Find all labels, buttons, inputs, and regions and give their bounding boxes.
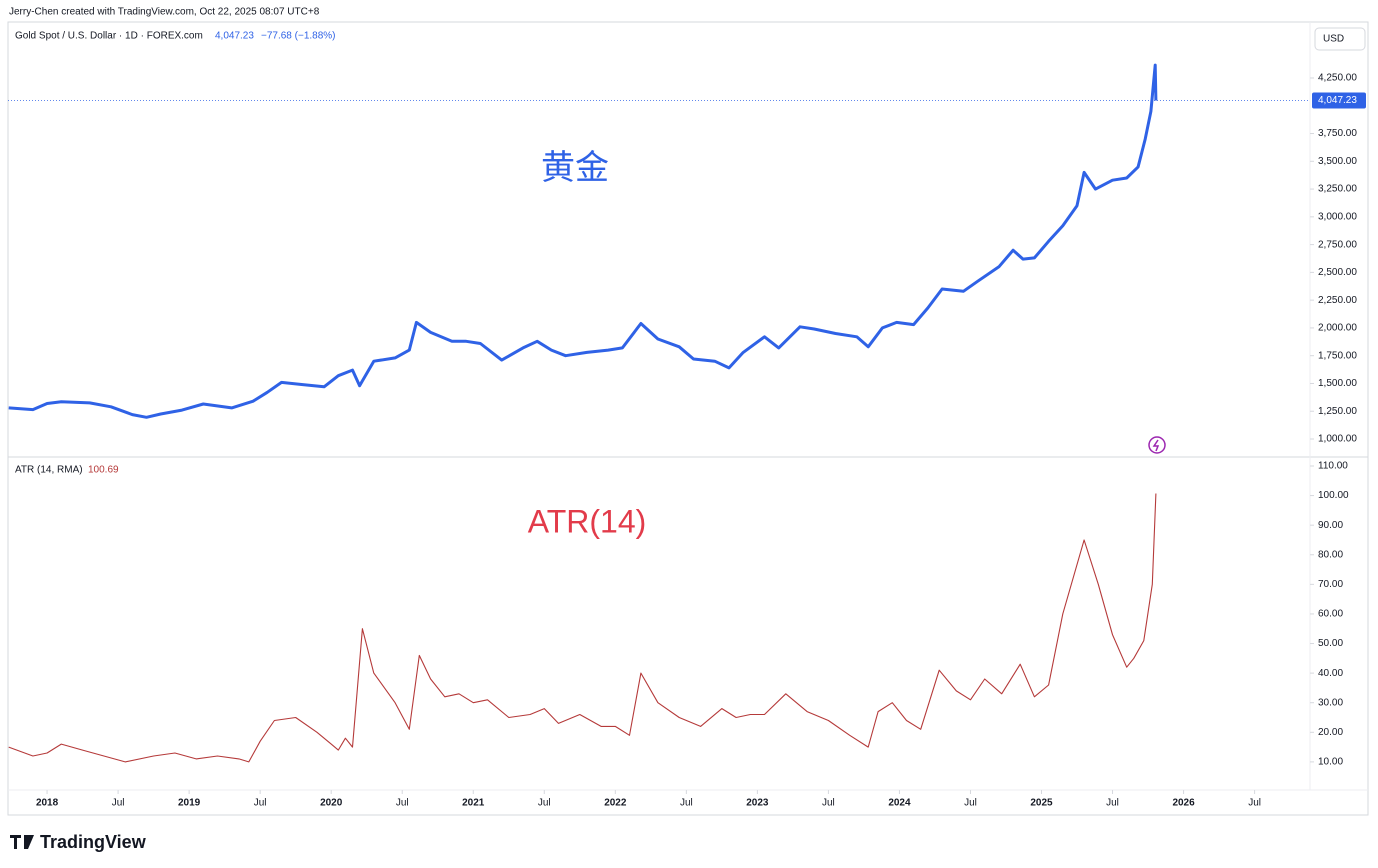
legend-atr: ATR (14, RMA) <box>15 465 83 476</box>
legend-atr-value: 100.69 <box>88 465 119 476</box>
y-tick-label: 90.00 <box>1318 520 1343 531</box>
x-tick-label: 2018 <box>36 798 59 809</box>
x-tick-label: Jul <box>822 798 835 809</box>
y-tick-label: 1,500.00 <box>1318 378 1357 389</box>
legend-change: −77.68 (−1.88%) <box>261 31 336 42</box>
brand: TradingView <box>40 832 147 852</box>
x-tick-label: 2026 <box>1172 798 1195 809</box>
y-tick-label: 40.00 <box>1318 668 1343 679</box>
x-tick-label: Jul <box>538 798 551 809</box>
y-tick-label: 2,250.00 <box>1318 295 1357 306</box>
currency[interactable]: USD <box>1323 34 1344 45</box>
y-tick-label: 2,000.00 <box>1318 323 1357 334</box>
last-price-label: 4,047.23 <box>1318 95 1357 106</box>
y-tick-label: 4,250.00 <box>1318 73 1357 84</box>
y-tick-label: 2,500.00 <box>1318 267 1357 278</box>
y-tick-label: 30.00 <box>1318 697 1343 708</box>
x-tick-label: Jul <box>396 798 409 809</box>
price-line <box>8 493 1157 763</box>
y-tick-label: 3,000.00 <box>1318 211 1357 222</box>
annotation: 黄金 <box>541 149 609 187</box>
y-tick-label: 3,500.00 <box>1318 156 1357 167</box>
alert-icon-bolt <box>1152 439 1160 452</box>
y-tick-label: 3,250.00 <box>1318 184 1357 195</box>
legend-last: 4,047.23 <box>215 31 254 42</box>
frame <box>7 21 1369 816</box>
x-tick-label: 2019 <box>178 798 201 809</box>
y-tick-label: 100.00 <box>1318 490 1349 501</box>
price-line <box>8 63 1158 419</box>
y-tick-label: 3,750.00 <box>1318 128 1357 139</box>
annotation: ATR(14) <box>528 503 647 539</box>
y-tick-label: 60.00 <box>1318 609 1343 620</box>
y-tick-label: 1,250.00 <box>1318 406 1357 417</box>
x-tick-label: Jul <box>112 798 125 809</box>
currency-box[interactable] <box>1314 27 1366 51</box>
y-tick-label: 50.00 <box>1318 638 1343 649</box>
y-tick-label: 1,750.00 <box>1318 350 1357 361</box>
x-tick-label: Jul <box>1106 798 1119 809</box>
x-tick-label: 2024 <box>888 798 911 809</box>
x-tick-label: Jul <box>254 798 267 809</box>
y-tick-label: 1,000.00 <box>1318 434 1357 445</box>
x-tick-label: Jul <box>964 798 977 809</box>
x-tick-label: 2023 <box>746 798 769 809</box>
y-tick-label: 20.00 <box>1318 727 1343 738</box>
y-tick-label: 80.00 <box>1318 549 1343 560</box>
x-tick-label: Jul <box>680 798 693 809</box>
credit: Jerry-Chen created with TradingView.com,… <box>9 7 320 18</box>
alert-icon[interactable] <box>1148 436 1166 454</box>
x-tick-label: 2020 <box>320 798 343 809</box>
y-tick-label: 70.00 <box>1318 579 1343 590</box>
y-tick-label: 110.00 <box>1318 461 1348 472</box>
x-tick-label: 2021 <box>462 798 485 809</box>
brand-logo <box>10 835 34 849</box>
y-tick-label: 2,750.00 <box>1318 239 1357 250</box>
x-tick-label: 2025 <box>1030 798 1053 809</box>
x-tick-label: 2022 <box>604 798 627 809</box>
x-tick-label: Jul <box>1248 798 1261 809</box>
last-price-box <box>1312 92 1366 109</box>
legend-symbol: Gold Spot / U.S. Dollar · 1D · FOREX.com <box>15 31 203 42</box>
y-tick-label: 10.00 <box>1318 757 1343 768</box>
